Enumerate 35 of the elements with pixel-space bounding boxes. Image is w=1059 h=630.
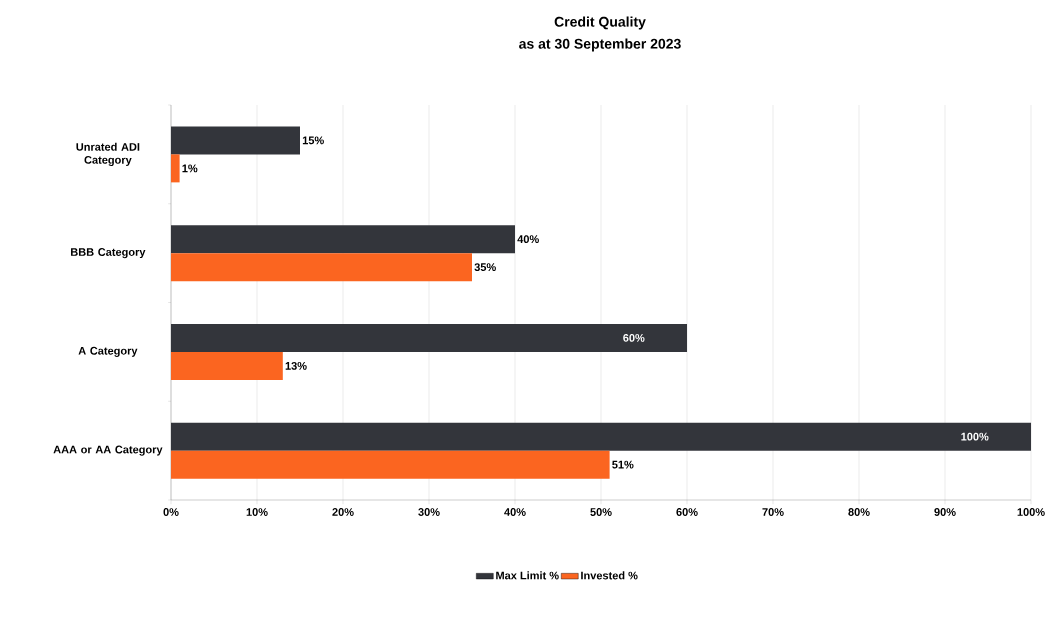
x-tick-label: 70% — [762, 508, 784, 516]
bar — [171, 253, 472, 282]
bar — [171, 126, 300, 155]
data-label: 60% — [623, 333, 645, 342]
data-label: 40% — [517, 235, 539, 244]
data-label: 35% — [474, 263, 496, 272]
x-tick-label: 90% — [934, 508, 956, 516]
y-tick-label: Unrated ADI Category — [76, 142, 140, 167]
x-tick-label: 80% — [848, 508, 870, 516]
x-tick-label: 20% — [332, 508, 354, 516]
data-label: 51% — [612, 460, 634, 469]
legend-label: Invested % — [581, 571, 638, 580]
x-tick-label: 60% — [676, 508, 698, 516]
data-label: 15% — [302, 136, 324, 145]
bar — [171, 450, 610, 479]
chart-subtitle: as at 30 September 2023 — [519, 38, 681, 52]
y-tick-label: BBB Category — [71, 248, 146, 259]
bar — [171, 225, 515, 254]
legend-label: Max Limit % — [496, 571, 559, 580]
bar — [171, 351, 283, 380]
data-label: 100% — [961, 432, 989, 441]
x-tick-label: 100% — [1017, 508, 1045, 516]
x-tick-label: 30% — [418, 508, 440, 516]
x-tick-label: 50% — [590, 508, 612, 516]
data-label: 1% — [182, 164, 198, 173]
chart-title: Credit Quality — [554, 16, 646, 30]
bar — [171, 422, 1032, 451]
x-tick-label: 10% — [246, 508, 268, 516]
x-tick-label: 0% — [163, 508, 179, 516]
y-tick-label: A Category — [78, 346, 138, 357]
data-label: 13% — [285, 361, 307, 370]
x-tick-label: 40% — [504, 508, 526, 516]
bar — [171, 154, 180, 183]
bar — [171, 323, 688, 352]
y-tick-label: AAA or AA Category — [53, 445, 163, 456]
